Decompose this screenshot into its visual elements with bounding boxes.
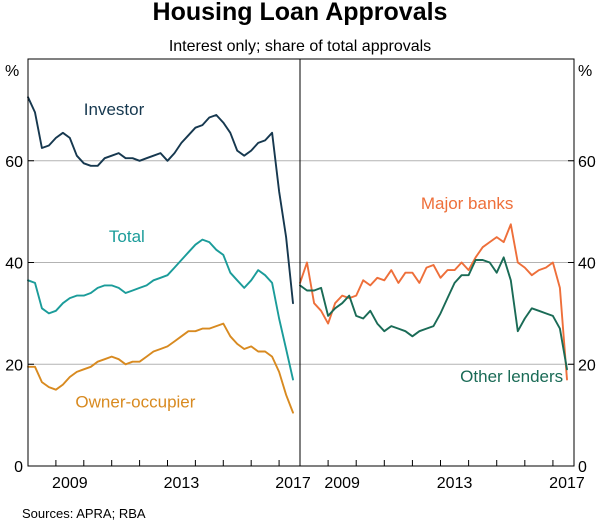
series-line-total (27, 238, 294, 381)
x-tick-labels: 2009 2013 2017 2009 2013 2017 (52, 475, 585, 492)
y-tick-label-left-20: 20 (5, 357, 23, 374)
chart-title: Housing Loan Approvals (153, 0, 448, 26)
y-tick-label-right-40: 40 (578, 256, 596, 273)
y-tick-labels: 0 0 20 20 40 40 60 60 (5, 154, 596, 476)
x-tick-label-right-2017: 2017 (549, 475, 585, 492)
y-tick-label-right-0: 0 (578, 459, 587, 476)
right-axis-unit: % (578, 63, 592, 80)
left-axis-unit: % (5, 63, 19, 80)
y-tick-label-left-60: 60 (5, 154, 23, 171)
x-tick-label-right-2009: 2009 (324, 475, 360, 492)
series-label-investor: Investor (84, 100, 145, 119)
series-labels: Investor Total Owner-occupier Major banks Ot… (75, 100, 563, 412)
y-tick-label-right-60: 60 (578, 154, 596, 171)
series-label-other-lenders: Other lenders (460, 367, 563, 386)
y-tick-label-left-0: 0 (14, 459, 23, 476)
plot-frame (27, 58, 575, 467)
series-label-owner-occupier: Owner-occupier (75, 392, 195, 411)
series-line-major-banks (299, 223, 568, 381)
series-line-other-lenders (299, 256, 568, 371)
source-note: Sources: APRA; RBA (22, 506, 146, 521)
series-line-investor (27, 96, 294, 305)
y-tick-label-left-40: 40 (5, 256, 23, 273)
x-tick-label-left-2017: 2017 (275, 475, 311, 492)
series-label-major-banks: Major banks (421, 194, 514, 213)
x-tick-label-left-2009: 2009 (52, 475, 88, 492)
y-tick-label-right-20: 20 (578, 357, 596, 374)
x-tick-label-left-2013: 2013 (164, 475, 200, 492)
series-label-total: Total (109, 227, 145, 246)
gridlines (28, 160, 574, 365)
series-layer (27, 96, 568, 414)
series-line-owner-occupier (27, 322, 294, 414)
chart-subtitle: Interest only; share of total approvals (169, 38, 431, 55)
x-tick-label-right-2013: 2013 (437, 475, 473, 492)
